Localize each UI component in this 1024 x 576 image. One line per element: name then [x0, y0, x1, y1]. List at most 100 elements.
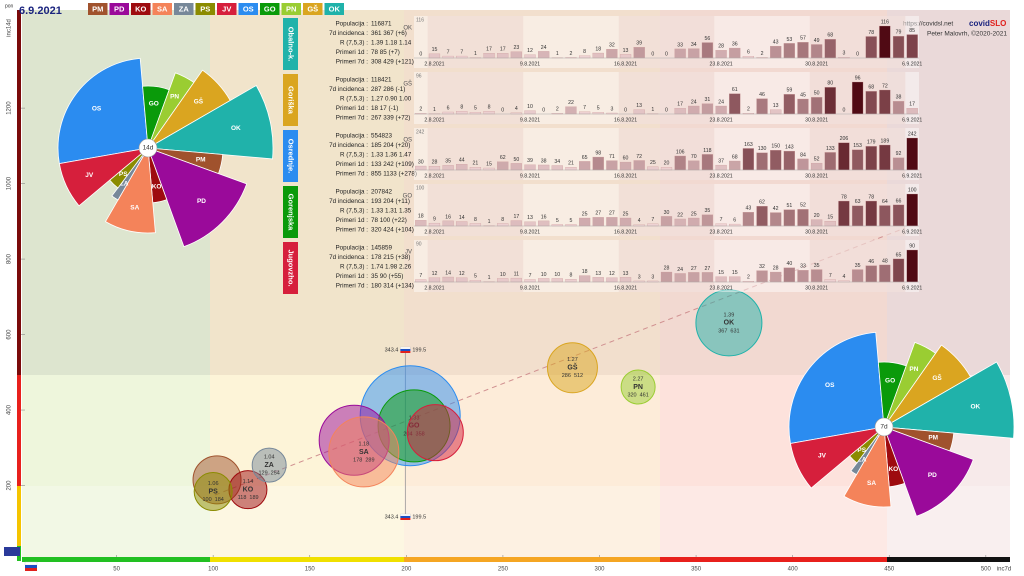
x-tick-label: 450 — [884, 567, 895, 573]
bubble-y-label: 289 — [365, 457, 374, 463]
stat-label: 7d incidenca : — [329, 142, 368, 149]
spark-value: 4 — [842, 274, 845, 280]
spark-value: 50 — [513, 157, 519, 163]
spark-date: 23.8.2021 — [710, 61, 733, 67]
spark-bar — [729, 47, 741, 59]
x-tick-label: 100 — [208, 567, 219, 573]
spark-value: 13 — [773, 103, 779, 109]
spark-value: 72 — [636, 154, 642, 160]
y-tick-label: 1200 — [7, 101, 13, 115]
spark-bar — [497, 161, 509, 171]
spark-bar — [824, 221, 836, 227]
rose-label: GŠ — [932, 373, 942, 382]
spark-value: 0 — [624, 107, 627, 113]
reference-marker: 343.4 199.5 — [385, 346, 426, 353]
legend-swatch — [131, 3, 151, 15]
region-name: Gorenjska — [287, 194, 296, 232]
spark-bar — [838, 200, 850, 227]
x-zone-bar — [404, 557, 660, 562]
spark-value: 15 — [718, 270, 724, 276]
week-band — [618, 72, 715, 124]
spark-value: 14 — [459, 215, 465, 221]
week-band — [427, 128, 524, 180]
spark-bar — [633, 109, 645, 115]
zone — [22, 375, 210, 561]
spark-bar — [838, 142, 850, 171]
spark-date: 30.8.2021 — [805, 61, 828, 67]
spark-value: 7 — [829, 273, 832, 279]
spark-value: 2 — [570, 51, 573, 57]
spark-date: 2.8.2021 — [424, 229, 444, 235]
spark-value: 10 — [500, 272, 506, 278]
spark-bar — [701, 154, 714, 171]
brand: covidSLO — [969, 19, 1006, 28]
zone — [887, 10, 1010, 375]
spark-bar — [538, 220, 550, 227]
spark-date: 23.8.2021 — [710, 285, 733, 291]
spark-bar — [442, 165, 454, 171]
reference-y-label: 343.4 — [385, 514, 399, 520]
spark-code: OK — [403, 26, 412, 32]
legend-label: GŠ — [307, 4, 318, 13]
spark-date: 9.8.2021 — [520, 173, 540, 179]
spark-value: 106 — [676, 149, 685, 155]
spark-bar — [483, 53, 495, 59]
date: 6.9.2021 — [19, 5, 62, 17]
spark-bar — [592, 277, 604, 283]
spark-bar — [592, 156, 604, 171]
spark-value: 13 — [636, 103, 642, 109]
spark-value: 43 — [773, 40, 779, 46]
spark-value: 242 — [908, 131, 917, 137]
y-zone-bar — [17, 486, 21, 546]
spark-value: 84 — [800, 152, 806, 158]
spark-value: 35 — [814, 263, 820, 269]
spark-bar — [701, 272, 714, 283]
spark-value: 66 — [896, 198, 902, 204]
week-band — [427, 184, 524, 236]
spark-value: 59 — [786, 88, 792, 94]
stat-value: 554823 — [371, 133, 393, 140]
spark-bar — [674, 218, 686, 227]
spark-bar — [415, 165, 427, 171]
stat-label: Primeri 1d : — [336, 161, 368, 168]
spark-bar — [483, 167, 495, 171]
bubble-r-label: 1.39 — [724, 312, 735, 318]
spark-value: 35 — [445, 159, 451, 165]
legend-swatch — [281, 3, 301, 15]
stat-value: 118421 — [371, 77, 392, 84]
stat-label: 7d incidenca : — [329, 254, 368, 261]
spark-value: 22 — [568, 100, 574, 106]
spark-value: 64 — [882, 199, 888, 205]
rose-label: PM — [196, 156, 206, 163]
spark-date: 9.8.2021 — [520, 117, 540, 123]
spark-bar — [510, 277, 522, 283]
spark-value: 90 — [909, 243, 915, 249]
rose-sector — [882, 361, 1015, 439]
region-tag — [283, 18, 298, 70]
stat-label: R (7,5,3) : — [340, 208, 368, 215]
bubble — [546, 342, 598, 394]
spark-bar — [811, 219, 823, 227]
rose-sector — [104, 146, 156, 234]
spark-value: 2 — [747, 107, 750, 113]
spark-value: 33 — [800, 264, 806, 270]
spark-bar — [442, 220, 454, 227]
bubble-x-label: 100 — [202, 497, 211, 503]
spark-bar — [619, 277, 632, 283]
author: Peter Malovrh, ©2020-2021 — [927, 30, 1007, 38]
spark-value: 65 — [896, 252, 902, 258]
spark-value: 163 — [744, 142, 753, 148]
spark-value: 38 — [896, 95, 902, 101]
spark-bar — [729, 223, 741, 227]
spark-value: 28 — [664, 265, 670, 271]
spark-date: 30.8.2021 — [805, 285, 828, 291]
spark-code: GŠ — [403, 81, 412, 88]
spark-value: 24 — [718, 99, 724, 105]
spark-bar — [619, 54, 632, 59]
spark-value: 80 — [827, 81, 833, 87]
bubble — [406, 404, 464, 462]
spark-value: 20 — [814, 213, 820, 219]
legend-swatch — [238, 3, 258, 15]
spark-bar — [797, 98, 809, 115]
spark-bar — [660, 167, 673, 171]
